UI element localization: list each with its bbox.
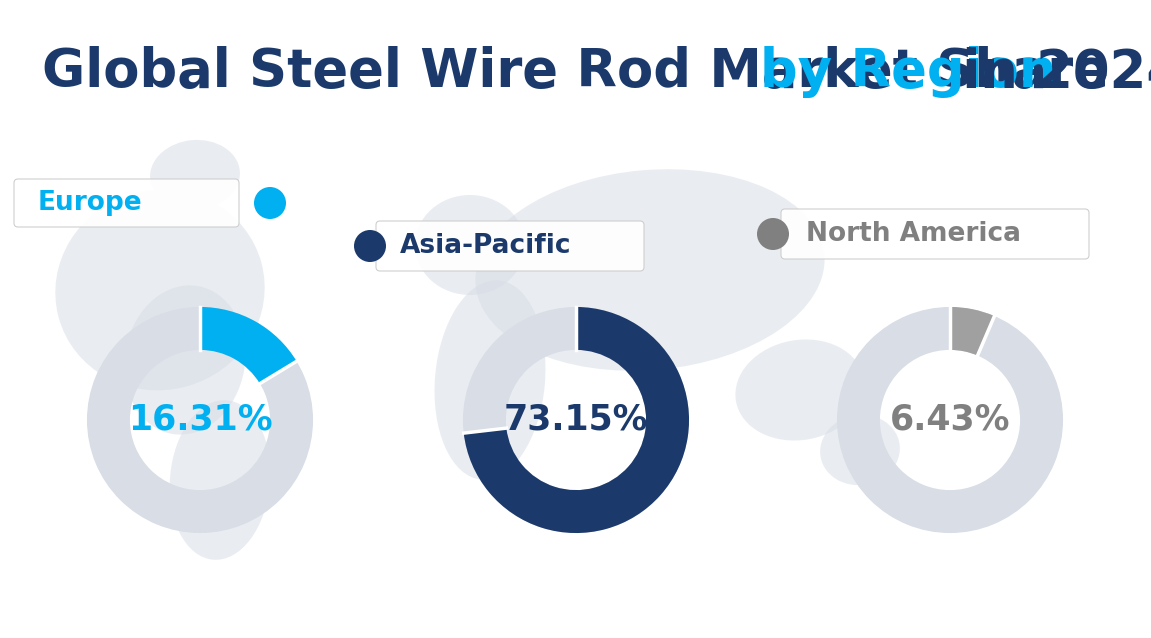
Text: Asia-Pacific: Asia-Pacific bbox=[401, 233, 572, 259]
Circle shape bbox=[254, 187, 285, 219]
Wedge shape bbox=[950, 307, 994, 355]
Text: by Region: by Region bbox=[760, 46, 1057, 98]
FancyBboxPatch shape bbox=[376, 221, 645, 271]
Wedge shape bbox=[463, 307, 689, 533]
FancyBboxPatch shape bbox=[14, 179, 239, 227]
Text: North America: North America bbox=[806, 221, 1021, 247]
Text: Global Steel Wire Rod Market Share: Global Steel Wire Rod Market Share bbox=[43, 46, 1128, 98]
Ellipse shape bbox=[416, 195, 525, 295]
Ellipse shape bbox=[435, 280, 546, 480]
Text: 6.43%: 6.43% bbox=[890, 403, 1011, 437]
Ellipse shape bbox=[150, 140, 239, 210]
Text: Europe: Europe bbox=[38, 190, 143, 216]
Wedge shape bbox=[837, 307, 1064, 533]
Ellipse shape bbox=[124, 285, 245, 434]
FancyBboxPatch shape bbox=[782, 209, 1089, 259]
Text: in 2024: in 2024 bbox=[945, 46, 1151, 98]
Wedge shape bbox=[87, 307, 313, 533]
Ellipse shape bbox=[821, 415, 900, 485]
Ellipse shape bbox=[475, 169, 824, 371]
Wedge shape bbox=[464, 307, 689, 533]
Circle shape bbox=[757, 218, 788, 250]
Ellipse shape bbox=[169, 400, 270, 560]
Text: 73.15%: 73.15% bbox=[504, 403, 648, 437]
Text: 16.31%: 16.31% bbox=[128, 403, 273, 437]
Circle shape bbox=[355, 230, 386, 262]
Wedge shape bbox=[200, 307, 297, 383]
Ellipse shape bbox=[735, 339, 864, 440]
Ellipse shape bbox=[55, 189, 265, 390]
